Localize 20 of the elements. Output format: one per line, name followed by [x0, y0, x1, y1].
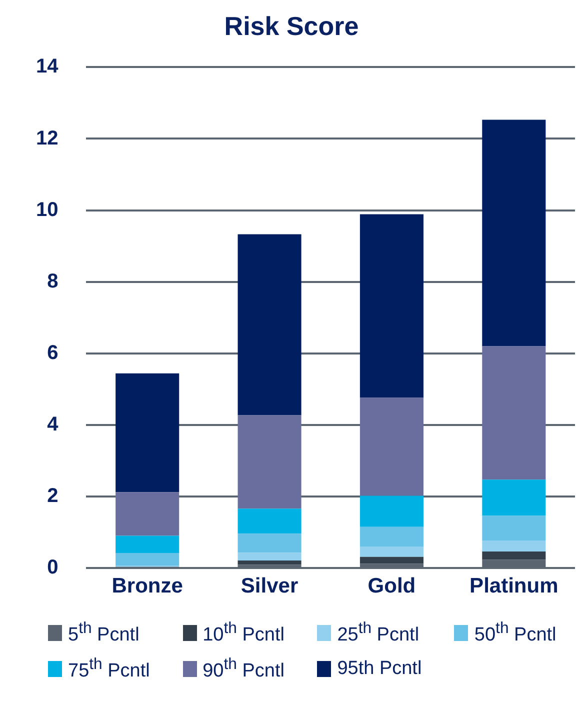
legend-label: 10$^{th}$ Pcntl [202, 620, 284, 646]
legend-label: 25$^{th}$ Pcntl [337, 620, 420, 646]
x-tick-label: Platinum [470, 574, 558, 598]
legend-label: 90$^{th}$ Pcntl [202, 656, 284, 683]
y-tick-label: 6 [47, 342, 58, 364]
y-tick-label: 14 [36, 56, 60, 78]
y-tick-label: 4 [47, 413, 60, 436]
y-tick-label: 10 [36, 198, 58, 221]
y-tick-label: 2 [47, 484, 58, 507]
y-tick-label: 8 [47, 270, 58, 292]
x-tick-label: Bronze [112, 574, 183, 598]
y-tick-label: 12 [36, 127, 58, 150]
legend-label: 5$^{th}$ Pcntl [68, 620, 140, 646]
x-tick-label: Gold [368, 574, 416, 598]
legend-label: 50$^{th}$ Pcntl [474, 620, 556, 646]
chart-title: Risk Score [224, 10, 359, 41]
x-tick-label: Silver [240, 574, 298, 598]
legend-label: 95th Pcntl [337, 658, 422, 680]
y-tick-label: 0 [47, 556, 58, 579]
legend-label: 75$^{th}$ Pcntl [68, 656, 150, 683]
